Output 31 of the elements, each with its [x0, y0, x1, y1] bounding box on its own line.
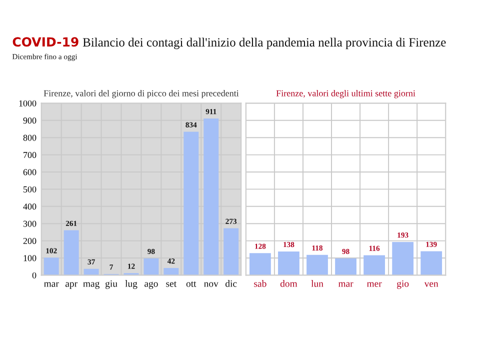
- y-tick-label: 700: [24, 152, 36, 158]
- x-tick-label: gio: [397, 280, 409, 289]
- x-tick-label: mag: [83, 282, 100, 289]
- y-tick-label: 400: [23, 204, 36, 210]
- y-tick-label: 300: [23, 220, 36, 227]
- x-tick-label: lug: [125, 280, 138, 289]
- y-tick-label: 800: [23, 134, 36, 141]
- x-tick-label: giu: [105, 280, 118, 289]
- x-tick-label: dic: [225, 280, 237, 287]
- x-tick-label: sab: [254, 280, 266, 287]
- x-tick-label: apr: [65, 282, 78, 289]
- x-tick-label: mar: [338, 282, 354, 287]
- y-tick-label: 900: [23, 118, 36, 124]
- chart-title: COVID-19 Bilancio dei contagi dall'inizio della pandemia nella provincia di Firenze: [12, 37, 446, 50]
- x-tick-label: lun: [311, 280, 324, 287]
- x-tick-label: mar: [44, 282, 59, 287]
- x-tick-label: nov: [204, 282, 218, 287]
- chart-subtitle: Firenze, valori del giorno di picco dei mesi precedenti: [44, 90, 239, 98]
- x-tick-label: mer: [366, 282, 382, 287]
- y-tick-label: 600: [23, 169, 36, 176]
- chart-subtitle: Firenze, valori degli ultimi sette giorni: [276, 90, 416, 98]
- y-tick-label: 0: [32, 272, 36, 278]
- x-tick-label: ott: [186, 281, 196, 287]
- x-tick-label: dom: [280, 280, 298, 287]
- y-tick-label: 500: [24, 186, 36, 192]
- x-tick-label: set: [166, 281, 177, 287]
- y-tick-label: 1000: [19, 100, 36, 106]
- y-tick-label: 200: [23, 238, 36, 244]
- x-tick-label: ago: [144, 282, 158, 289]
- y-tick-label: 100: [24, 255, 36, 262]
- x-tick-label: ven: [424, 282, 438, 287]
